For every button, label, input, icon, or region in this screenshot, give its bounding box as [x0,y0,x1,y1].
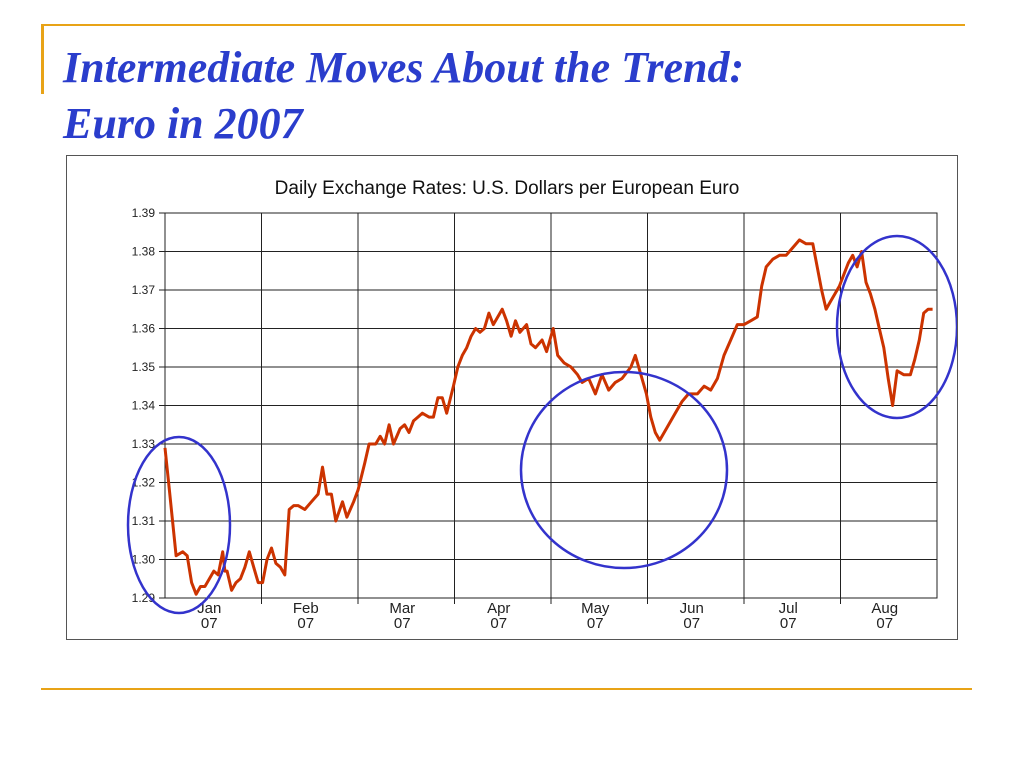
bottom-accent-line [41,688,972,690]
y-axis-labels: 1.39 1.38 1.37 1.36 1.35 1.34 1.33 1.32 1.31 1.30… [132,206,156,605]
y-tick-label: 1.34 [132,399,156,413]
highlight-circles [126,234,957,615]
chart-title: Daily Exchange Rates: U.S. Dollars per E… [275,178,740,199]
highlight-ellipse [519,370,729,570]
highlight-ellipse [835,234,957,420]
x-tick-month: Mar [389,600,415,617]
chart-grid [159,212,938,604]
x-tick-year: 07 [394,615,411,632]
x-tick-year: 07 [683,615,700,632]
y-tick-label: 1.30 [132,553,156,567]
rate-line [163,238,933,596]
slide-title: Intermediate Moves About the Trend: Euro… [63,40,963,152]
y-tick-label: 1.37 [132,283,156,297]
x-tick-year: 07 [587,615,604,632]
x-tick-month: Jan [197,600,221,617]
y-tick-label: 1.31 [132,514,156,528]
x-tick-month: Feb [293,600,319,617]
top-accent-line [41,24,965,26]
slide-title-line1: Intermediate Moves About the Trend: [63,43,745,92]
y-tick-label: 1.33 [132,437,156,451]
x-tick-year: 07 [297,615,314,632]
series-group [163,238,933,596]
y-tick-label: 1.38 [132,245,156,259]
x-tick-month: Jul [779,600,798,617]
x-tick-month: Jun [680,600,704,617]
slide-title-line2: Euro in 2007 [63,99,303,148]
highlight-ellipse [126,435,232,615]
chart-frame: Daily Exchange Rates: U.S. Dollars per E… [66,155,958,640]
x-tick-month: May [581,600,610,617]
x-tick-month: Aug [871,600,898,617]
title-accent-bar [41,24,44,94]
y-tick-label: 1.36 [132,322,156,336]
x-tick-year: 07 [201,615,218,632]
x-tick-year: 07 [876,615,893,632]
y-tick-label: 1.39 [132,206,156,220]
y-tick-label: 1.35 [132,360,156,374]
y-tick-label: 1.29 [132,591,156,605]
y-tick-label: 1.32 [132,476,156,490]
x-tick-month: Apr [487,600,510,617]
x-tick-year: 07 [490,615,507,632]
exchange-rate-chart: Daily Exchange Rates: U.S. Dollars per E… [126,178,957,632]
x-tick-year: 07 [780,615,797,632]
